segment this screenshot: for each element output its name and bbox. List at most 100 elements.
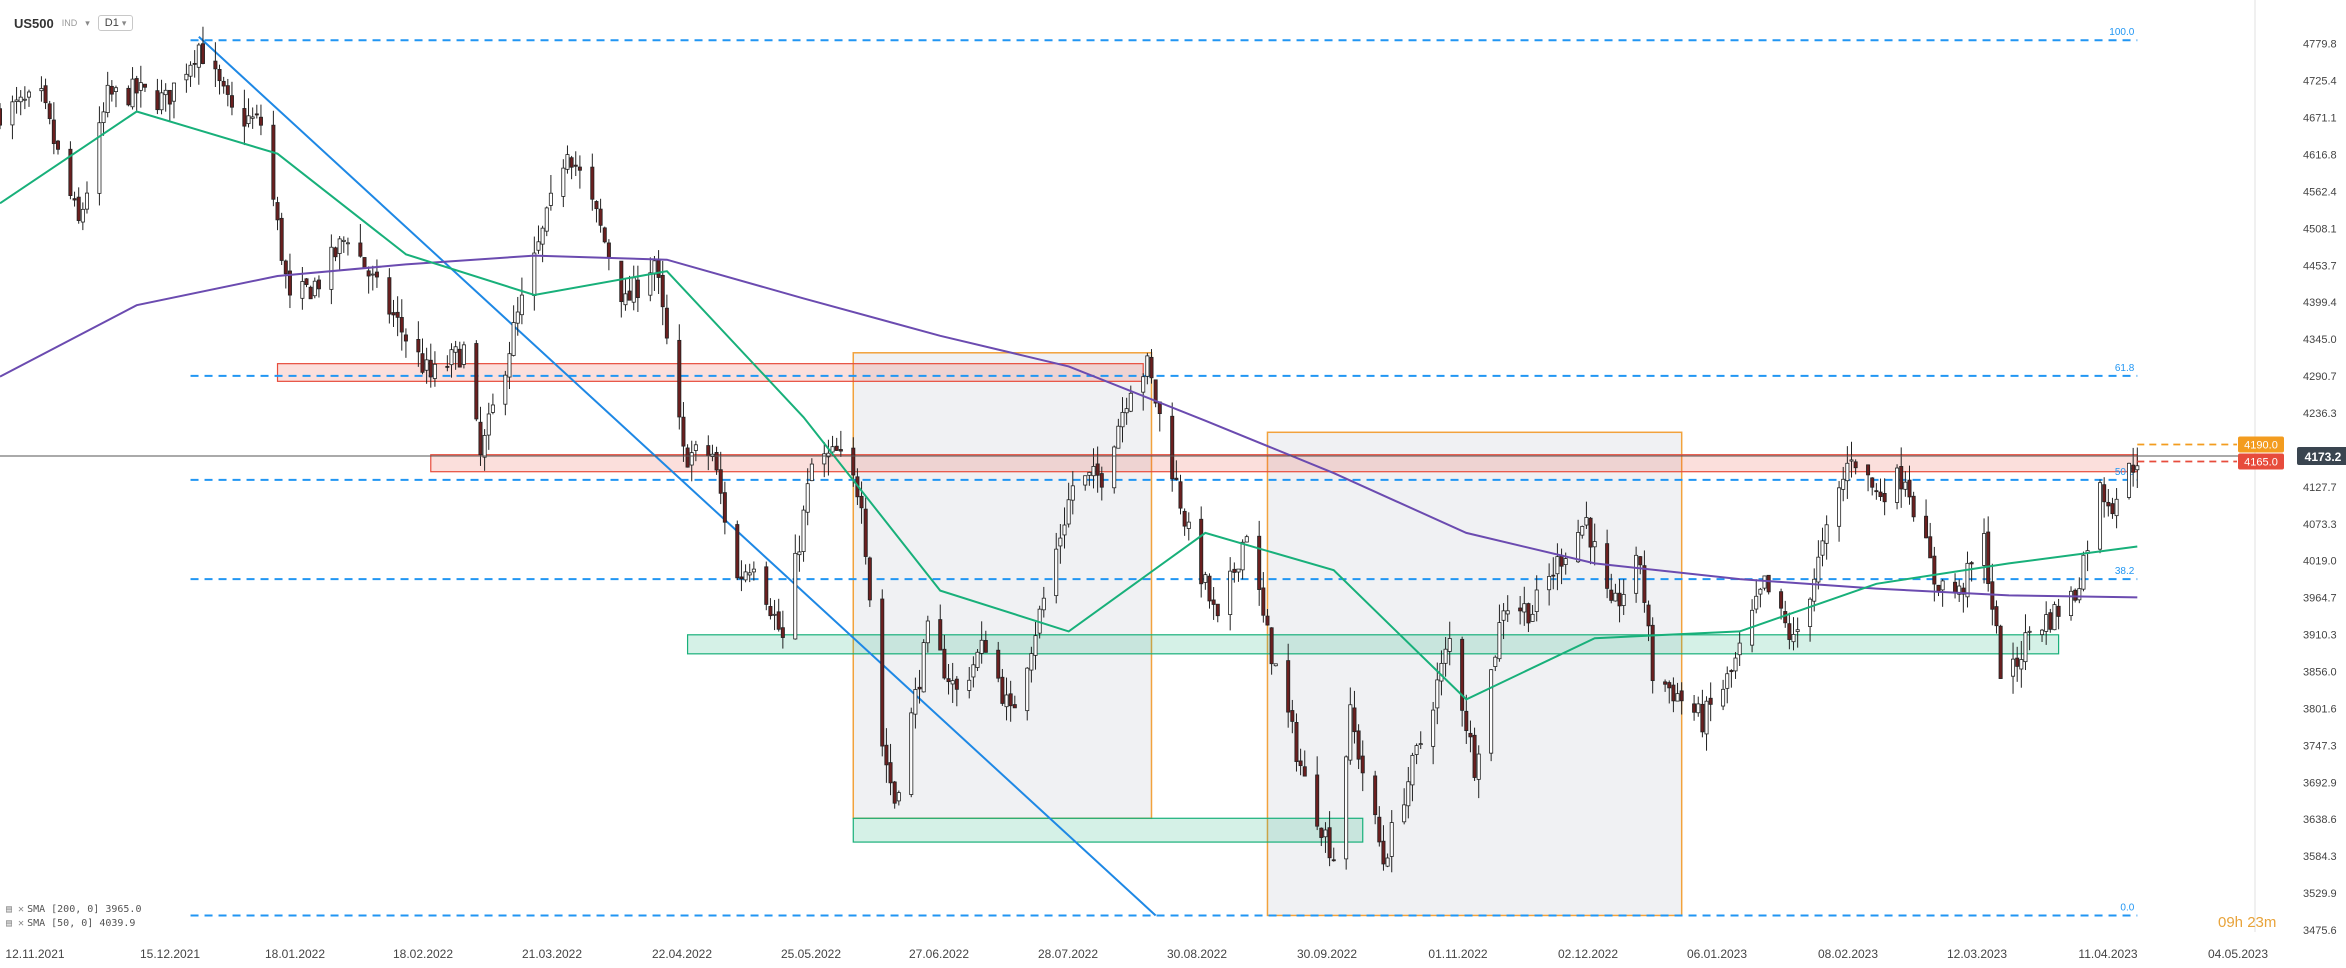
candle	[445, 355, 450, 372]
candle-body	[1841, 478, 1846, 490]
candle	[2023, 614, 2028, 671]
candle-body	[1476, 753, 1481, 780]
candle-body	[51, 119, 56, 145]
timeframe-select[interactable]: D1 ▾	[97, 15, 134, 31]
candle	[1476, 745, 1481, 799]
candle-body	[685, 447, 690, 468]
candle-body	[2044, 614, 2049, 632]
candle	[1982, 518, 1987, 584]
candle-body	[1874, 490, 1879, 493]
candle	[681, 402, 686, 462]
candle	[416, 321, 421, 367]
candle	[1758, 587, 1763, 608]
candle-body	[1526, 603, 1531, 624]
candle-body	[196, 44, 201, 68]
candle	[1244, 534, 1249, 543]
y-tick-label: 4127.7	[2303, 482, 2337, 494]
candle	[1286, 643, 1291, 728]
candle-body	[1924, 515, 1929, 539]
candle-body	[834, 445, 839, 451]
y-axis[interactable]: 4779.8 4725.4 4671.1 4616.8 4562.4 4508.1 4453…	[2297, 39, 2346, 937]
candle	[1066, 482, 1071, 528]
candle	[1145, 352, 1150, 385]
candle	[1294, 713, 1299, 772]
candle	[768, 598, 773, 620]
candle	[1924, 499, 1929, 539]
x-tick-label: 22.04.2022	[652, 947, 712, 961]
candle-body	[1232, 568, 1237, 573]
candle-body	[652, 260, 657, 275]
candle	[1099, 466, 1104, 501]
candle-body	[938, 619, 943, 651]
sma-50-legend[interactable]: ▤ ✕ SMA [50, 0] 4039.9	[6, 918, 135, 929]
candle-body	[1294, 722, 1299, 762]
candle	[47, 100, 52, 125]
candle-body	[1439, 662, 1444, 682]
candle	[515, 296, 520, 336]
sma-line-1	[0, 110, 2138, 701]
candle	[2110, 497, 2115, 519]
sma-200-legend[interactable]: ▤ ✕ SMA [200, 0] 3965.0	[6, 904, 141, 915]
candle	[1754, 579, 1759, 614]
candle	[710, 444, 715, 462]
candle	[838, 430, 843, 457]
candle	[18, 90, 23, 116]
candle-body	[1033, 635, 1038, 656]
candle-body	[188, 64, 193, 77]
candle-body	[1584, 517, 1589, 526]
candle	[1070, 471, 1075, 515]
candle	[221, 76, 226, 94]
candle-body	[345, 242, 350, 245]
x-axis[interactable]: 12.11.2021 15.12.2021 18.01.2022 18.02.2022…	[5, 947, 2268, 961]
candle	[1120, 397, 1125, 443]
candle	[1054, 532, 1059, 604]
candle	[453, 340, 458, 370]
symbol-label[interactable]: US500	[14, 15, 54, 31]
candle	[1290, 699, 1295, 734]
candle-body	[1808, 598, 1813, 627]
candle-body	[22, 98, 27, 101]
candle	[859, 481, 864, 524]
candle	[648, 257, 653, 302]
candle	[26, 89, 31, 107]
symbol-dropdown-icon[interactable]: ▾	[85, 17, 90, 28]
candle-body	[735, 524, 740, 579]
candle-body	[1692, 703, 1697, 713]
x-tick-label: 30.08.2022	[1167, 947, 1227, 961]
candle	[747, 563, 752, 583]
candle-body	[486, 413, 491, 436]
candle-body	[776, 611, 781, 630]
candle-body	[979, 639, 984, 654]
candle-body	[192, 63, 197, 65]
candle-body	[1725, 673, 1730, 689]
candle	[2052, 601, 2057, 631]
candle-body	[623, 293, 628, 306]
candle-body	[1054, 548, 1059, 597]
y-tick-label: 4345.0	[2303, 334, 2337, 346]
candle	[735, 520, 740, 581]
candle-body	[822, 453, 827, 465]
candle-body	[337, 238, 342, 254]
candle-body	[420, 353, 425, 373]
candle-body	[1493, 656, 1498, 667]
indicator-settings-icon[interactable]: ▤ ✕	[6, 918, 25, 929]
candle-body	[950, 680, 955, 685]
candle	[258, 104, 263, 136]
candle-body	[1120, 411, 1125, 428]
candle	[718, 451, 723, 505]
candle-body	[391, 312, 396, 316]
candle-body	[1418, 743, 1423, 746]
candle-body	[859, 495, 864, 509]
indicator-settings-icon[interactable]: ▤ ✕	[6, 904, 25, 915]
candle-body	[565, 154, 570, 170]
candle	[1899, 447, 1904, 508]
candle	[362, 257, 367, 269]
candle	[1041, 586, 1046, 618]
candle	[1439, 650, 1444, 696]
candle	[275, 196, 280, 231]
support-zone-2	[686, 634, 2060, 655]
candle-body	[1592, 541, 1597, 548]
price-tag-label-1: 4165.0	[2244, 457, 2278, 469]
candle	[1704, 696, 1709, 751]
